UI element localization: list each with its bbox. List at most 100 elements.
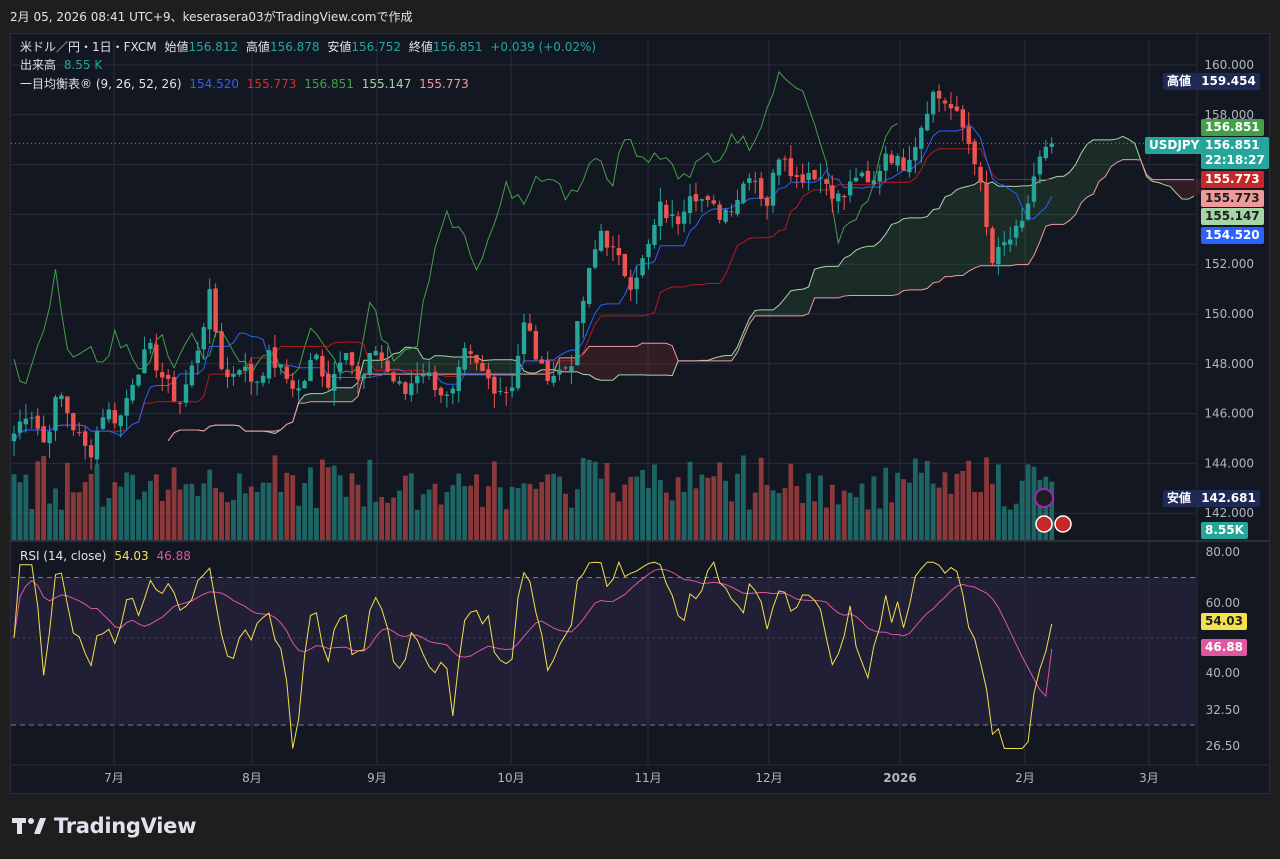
cloud-segment — [393, 352, 400, 375]
volume-bar — [924, 460, 930, 540]
volume-bar — [788, 463, 794, 540]
chikou-line — [13, 70, 898, 385]
rsi-tick-label: 80.00 — [1206, 545, 1240, 559]
volume-bar — [290, 475, 296, 540]
candle-body — [154, 344, 159, 371]
volume-bar — [171, 467, 177, 540]
change-value: +0.039 (+0.02%) — [490, 40, 597, 54]
volume-bar — [426, 489, 432, 540]
candle-body — [355, 366, 361, 380]
volume-bar — [847, 492, 853, 540]
candle-body — [296, 388, 301, 391]
volume-bar — [23, 474, 29, 540]
cloud-segment — [761, 309, 768, 316]
candle-body — [587, 267, 592, 304]
volume-bar — [806, 473, 812, 540]
cloud-segment — [927, 209, 934, 289]
volume-bar — [165, 489, 171, 540]
cloud-segment — [755, 309, 762, 316]
volume-bar — [907, 482, 912, 540]
volume-bar — [533, 488, 539, 540]
volume-bar — [94, 464, 100, 540]
cloud-segment — [719, 355, 726, 361]
price-tick-label: 150.000 — [1204, 307, 1254, 321]
volume-bar — [361, 506, 367, 540]
candle-body — [474, 354, 479, 363]
x-tick-label: 2月 — [1015, 771, 1035, 785]
candle-body — [901, 157, 906, 171]
candle-body — [254, 381, 260, 383]
volume-bar — [711, 476, 717, 540]
cloud-segment — [891, 222, 898, 296]
candle-body — [509, 387, 515, 392]
close-label: 終値 — [408, 40, 433, 54]
candle-body — [521, 322, 527, 355]
candle-body — [243, 366, 248, 371]
volume-bar — [319, 459, 325, 540]
cloud-segment — [352, 382, 358, 402]
volume-bar — [675, 477, 681, 540]
candle-body — [225, 369, 230, 378]
candle-body — [853, 177, 859, 182]
candle-body — [990, 228, 995, 263]
volume-bar — [130, 474, 135, 540]
candle-body — [444, 394, 450, 396]
candle-body — [1043, 146, 1049, 159]
volume-bar — [142, 491, 147, 540]
rsi-tick-label: 60.00 — [1206, 596, 1240, 610]
candle-body — [17, 421, 23, 433]
volume-label[interactable]: 出来高 — [20, 58, 57, 72]
cloud-segment — [790, 289, 797, 316]
candle-body — [231, 373, 236, 377]
volume-bar — [195, 496, 201, 540]
ichimoku-label[interactable]: 一目均衡表® (9, 26, 52, 26) — [20, 77, 182, 91]
cloud-segment — [974, 180, 981, 268]
volume-bar — [41, 455, 47, 540]
cloud-segment — [1105, 139, 1112, 177]
rsi-label[interactable]: RSI (14, close) — [20, 549, 107, 563]
volume-bar — [100, 506, 106, 540]
candle-body — [788, 158, 794, 177]
symbol-name[interactable]: 米ドル／円・1日・FXCM — [20, 40, 157, 54]
volume-bar — [723, 480, 728, 540]
candle-body — [1019, 220, 1025, 228]
volume-value: 8.55 K — [63, 58, 103, 72]
cloud-segment — [607, 346, 613, 381]
volume-bar — [468, 485, 474, 540]
volume-bar — [82, 482, 88, 540]
cloud-segment — [316, 393, 323, 402]
candle-body — [954, 106, 960, 111]
cloud-segment — [808, 269, 815, 314]
cloud-segment — [1057, 176, 1064, 225]
volume-bar — [871, 476, 877, 540]
volume-bar — [402, 475, 408, 540]
candle-body — [646, 243, 651, 258]
candle-body — [195, 350, 201, 363]
candle-body — [830, 185, 835, 199]
cloud-segment — [1075, 152, 1082, 215]
rsi-tick-label: 26.50 — [1206, 739, 1240, 753]
volume-bar — [284, 472, 290, 540]
candle-body — [1049, 143, 1054, 147]
volume-bar — [936, 487, 942, 540]
x-tick-label: 9月 — [367, 771, 387, 785]
cloud-segment — [844, 255, 851, 297]
volume-bar — [296, 505, 302, 540]
volume-bar — [829, 484, 835, 540]
volume-bar — [47, 503, 52, 540]
brand-name[interactable]: TradingView — [54, 814, 197, 838]
volume-bar — [242, 493, 248, 540]
cloud-segment — [814, 267, 821, 298]
candle-body — [960, 109, 965, 128]
candle-body — [415, 375, 420, 384]
candle-body — [563, 367, 568, 369]
cloud-segment — [1111, 138, 1117, 167]
cloud-segment — [731, 346, 738, 361]
low-price-value: 142.681 — [1201, 491, 1256, 505]
volume-bars — [11, 455, 1055, 540]
volume-bar — [551, 473, 557, 540]
rsi-value: 54.03 — [114, 549, 149, 563]
cloud-segment — [1116, 136, 1123, 163]
low-label: 安値 — [327, 40, 352, 54]
